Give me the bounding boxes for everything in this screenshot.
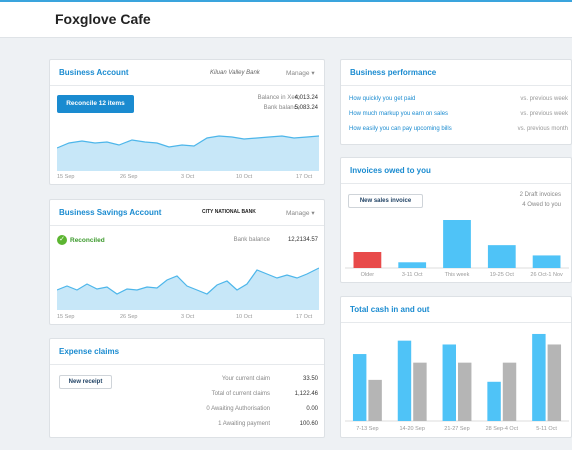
x-axis-label: 10 Oct xyxy=(236,174,253,180)
business-account-card: Business Account Kiluan Valley Bank Mana… xyxy=(49,59,325,185)
x-tick-label: 14-20 Sep xyxy=(400,426,425,432)
x-tick-label: Older xyxy=(361,272,375,278)
x-tick-label: 21-27 Sep xyxy=(444,426,469,432)
expense-claims-title[interactable]: Expense claims xyxy=(59,347,120,356)
bank-balance-value: 12,2134.57 xyxy=(287,237,318,243)
expense-row-label: Your current claim xyxy=(221,376,270,382)
savings-account-title[interactable]: Business Savings Account xyxy=(59,208,162,217)
x-axis-label: 26 Sep xyxy=(120,314,138,320)
invoice-bar[interactable] xyxy=(443,220,471,268)
invoice-bar[interactable] xyxy=(353,252,382,268)
cash-in-out-bar-chart: 7-13 Sep 14-20 Sep 21-27 Sep 28 Sep-4 Oct 5-… xyxy=(345,333,569,432)
invoice-bar[interactable] xyxy=(487,245,516,268)
card-divider xyxy=(341,183,571,184)
top-accent-line xyxy=(0,0,572,2)
expense-row-label: 0 Awaiting Authorisation xyxy=(206,406,270,412)
expense-row-label: Total of current claims xyxy=(211,391,270,397)
card-divider xyxy=(341,85,571,86)
x-axis-label: 17 Oct xyxy=(296,314,313,320)
bank-balance-label: Bank balance xyxy=(233,237,270,243)
reconciled-status: Reconciled xyxy=(70,237,105,244)
x-tick-label: 3-11 Oct xyxy=(402,272,423,278)
cash-in-bar[interactable] xyxy=(352,354,367,421)
manage-dropdown[interactable]: Manage ▾ xyxy=(286,70,315,77)
x-axis-label: 15 Sep xyxy=(57,174,75,180)
performance-compare: vs. previous week xyxy=(520,111,568,117)
card-divider xyxy=(50,364,324,365)
performance-compare: vs. previous week xyxy=(520,96,568,102)
invoices-owed-title[interactable]: Invoices owed to you xyxy=(350,166,431,175)
x-axis-label: 26 Sep xyxy=(120,174,138,180)
x-tick-label: 19-25 Oct xyxy=(490,272,515,278)
x-axis-label: 15 Sep xyxy=(57,314,75,320)
x-axis-label: 10 Oct xyxy=(236,314,253,320)
owed-to-you-link[interactable]: 4 Owed to you xyxy=(522,202,561,208)
cash-in-bar[interactable] xyxy=(442,344,456,421)
business-account-line xyxy=(57,135,319,149)
business-performance-card: Business performance How quickly you get… xyxy=(340,59,572,145)
balance-in-xero-label: Balance in Xero xyxy=(257,95,300,101)
performance-compare: vs. previous month xyxy=(517,126,568,132)
business-account-area xyxy=(57,136,319,171)
cash-out-bar[interactable] xyxy=(458,362,472,421)
performance-link[interactable]: How much markup you earn on sales xyxy=(349,111,449,117)
manage-dropdown[interactable]: Manage ▾ xyxy=(286,210,315,217)
invoice-bar[interactable] xyxy=(532,255,561,268)
savings-account-card: Business Savings Account CITY NATIONAL B… xyxy=(49,199,325,325)
reconcile-button[interactable]: Reconcile 12 items xyxy=(57,95,134,113)
savings-account-line xyxy=(57,267,319,295)
expense-row-value: 0.00 xyxy=(306,406,318,412)
cash-out-bar[interactable] xyxy=(502,362,517,421)
cash-in-bar[interactable] xyxy=(532,333,546,421)
business-account-line-chart xyxy=(57,135,319,171)
x-tick-label: 28 Sep-4 Oct xyxy=(486,426,519,432)
bank-logo: Kiluan Valley Bank xyxy=(210,70,260,76)
card-divider xyxy=(50,85,324,86)
card-divider xyxy=(50,225,324,226)
x-axis-label: 3 Oct xyxy=(181,174,195,180)
x-axis-label: 3 Oct xyxy=(181,314,195,320)
expense-row-value: 1,122.46 xyxy=(294,391,318,397)
bank-balance-label: Bank balance xyxy=(263,105,300,111)
x-axis-label: 17 Oct xyxy=(296,174,313,180)
cash-out-bar[interactable] xyxy=(413,362,427,421)
chevron-down-icon: ▾ xyxy=(311,70,315,77)
performance-link[interactable]: How quickly you get paid xyxy=(349,96,416,102)
bank-logo: CITY NATIONAL BANK xyxy=(202,209,256,215)
business-performance-title[interactable]: Business performance xyxy=(350,68,437,77)
savings-account-area xyxy=(57,268,319,310)
expense-row-value: 33.50 xyxy=(302,376,318,382)
cash-out-bar[interactable] xyxy=(368,379,382,421)
new-receipt-button[interactable]: New receipt xyxy=(59,375,112,389)
organisation-name[interactable]: Foxglove Cafe xyxy=(55,11,151,27)
cash-in-out-card: Total cash in and out 7-13 Sep 14-20 Sep 2… xyxy=(340,296,572,438)
card-divider xyxy=(341,322,571,323)
invoice-bar[interactable] xyxy=(398,262,427,268)
draft-invoices-link[interactable]: 2 Draft invoices xyxy=(519,192,561,198)
expense-row-value: 100.60 xyxy=(299,421,318,427)
bank-balance-value: 5,083.24 xyxy=(294,105,318,111)
expense-row-label: 1 Awaiting payment xyxy=(218,421,270,427)
cash-in-bar[interactable] xyxy=(487,381,501,421)
new-sales-invoice-button[interactable]: New sales invoice xyxy=(348,194,423,208)
performance-link[interactable]: How easily you can pay upcoming bills xyxy=(349,126,452,132)
savings-account-line-chart xyxy=(57,267,319,310)
cash-in-bar[interactable] xyxy=(397,340,412,421)
invoices-bar-chart: Older 3-11 Oct This week 19-25 Oct 26 Oct-1 … xyxy=(345,220,569,278)
business-account-title[interactable]: Business Account xyxy=(59,68,129,77)
x-tick-label: 26 Oct-1 Nov xyxy=(530,272,563,278)
cash-in-out-title[interactable]: Total cash in and out xyxy=(350,305,430,314)
chevron-down-icon: ▾ xyxy=(311,210,315,217)
invoices-owed-card: Invoices owed to you New sales invoice 2… xyxy=(340,157,572,283)
cash-out-bar[interactable] xyxy=(547,344,562,421)
x-tick-label: 7-13 Sep xyxy=(356,426,378,432)
x-tick-label: This week xyxy=(445,272,470,278)
check-icon: ✓ xyxy=(57,235,67,245)
expense-claims-card: Expense claims New receipt Your current … xyxy=(49,338,325,438)
top-bar: Foxglove Cafe xyxy=(0,0,572,38)
x-tick-label: 5-11 Oct xyxy=(536,426,557,432)
balance-in-xero-value: 4,013.24 xyxy=(294,95,318,101)
